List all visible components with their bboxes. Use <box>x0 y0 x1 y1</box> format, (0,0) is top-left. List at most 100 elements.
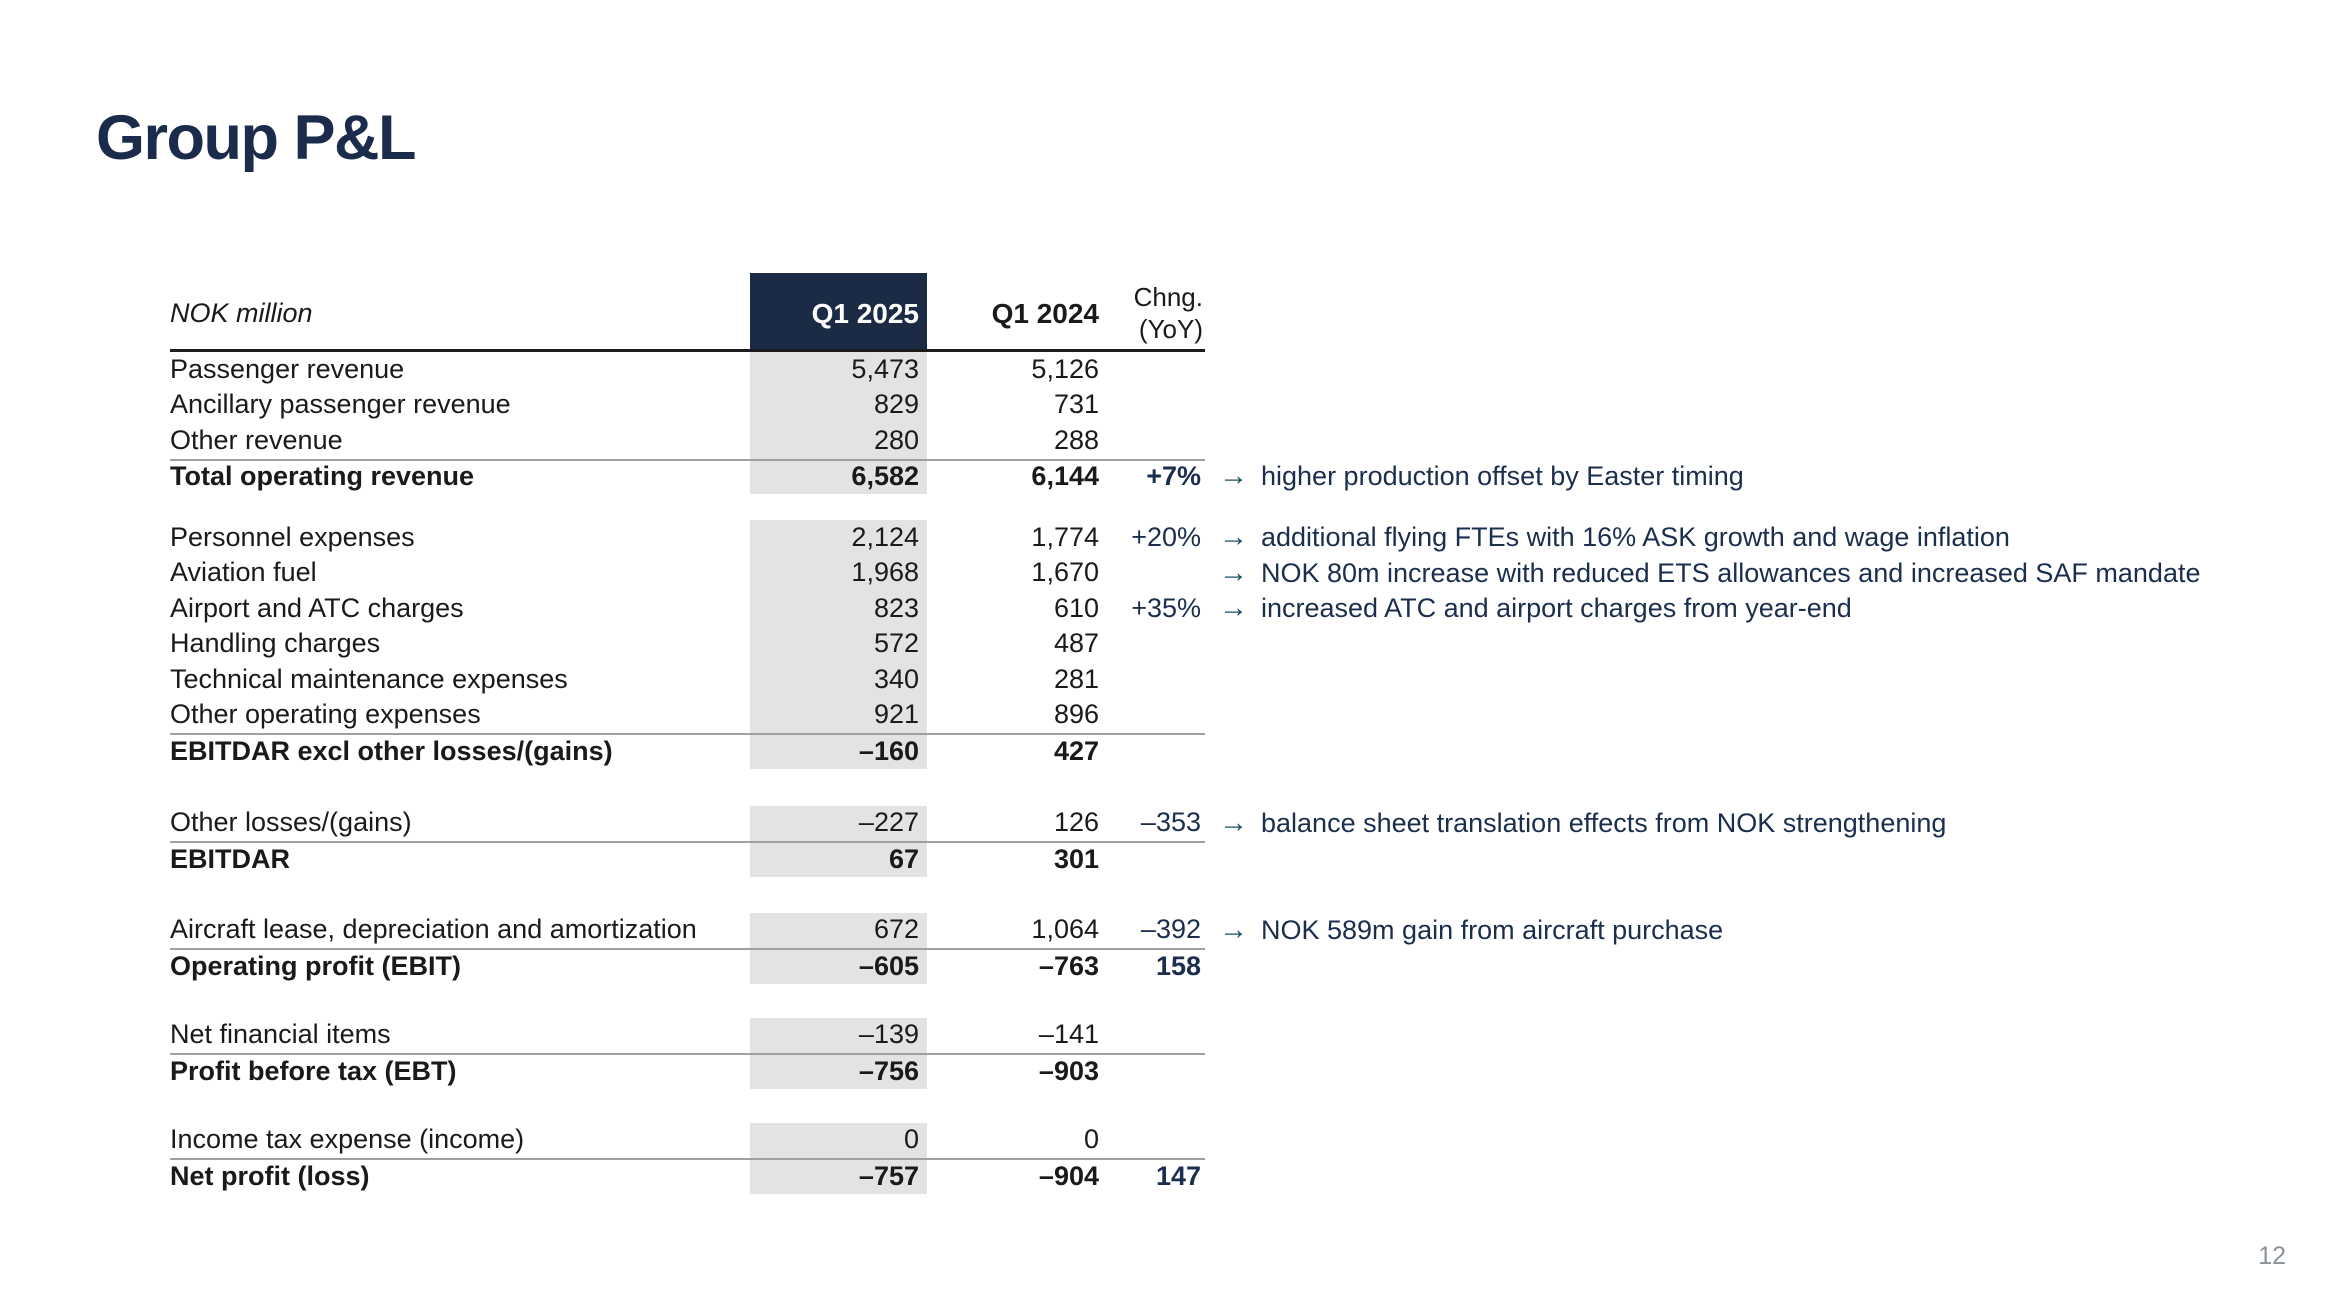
column-header-chng: Chng. (YoY) <box>1100 273 1205 349</box>
value-chng: +35% <box>1131 592 1201 623</box>
row-label: Personnel expenses <box>170 521 415 552</box>
value-q1-2024: 6,144 <box>1031 461 1099 492</box>
value-chng: +20% <box>1131 521 1201 552</box>
value-q1-2025: –756 <box>750 1055 927 1089</box>
value-chng: –392 <box>1140 914 1201 945</box>
table-row: Aviation fuel 1,968 1,670 → NOK 80m incr… <box>170 555 2200 592</box>
page-title: Group P&L <box>96 103 416 173</box>
value-chng <box>1100 627 1205 663</box>
value-q1-2025: 921 <box>750 697 927 733</box>
row-label: Aviation fuel <box>170 557 317 588</box>
value-q1-2024: 427 <box>1053 735 1099 766</box>
value-q1-2024: –141 <box>1038 1019 1099 1050</box>
value-q1-2025: –160 <box>750 735 927 769</box>
table-row: Income tax expense (income) 0 0 <box>170 1122 2200 1159</box>
value-q1-2025: 6,582 <box>750 460 927 494</box>
value-chng <box>1100 423 1205 459</box>
value-q1-2024: –763 <box>1038 950 1099 981</box>
value-q1-2024: 610 <box>1053 592 1099 623</box>
arrow-icon: → <box>1219 592 1248 625</box>
value-chng: 147 <box>1155 1160 1201 1191</box>
row-label: Ancillary passenger revenue <box>170 389 511 420</box>
value-q1-2025: 672 <box>750 912 927 948</box>
section-gap <box>170 494 2200 520</box>
value-q1-2025: 0 <box>750 1122 927 1158</box>
value-q1-2025: 5,473 <box>750 352 927 388</box>
row-label: Profit before tax (EBT) <box>170 1055 457 1086</box>
value-q1-2024: 0 <box>1083 1124 1099 1155</box>
value-q1-2024: –903 <box>1038 1055 1099 1086</box>
table-row: Personnel expenses 2,124 1,774 +20% → ad… <box>170 520 2200 556</box>
table-row: Profit before tax (EBT) –756 –903 <box>170 1053 2200 1089</box>
value-chng <box>1100 1018 1205 1054</box>
row-label: Handling charges <box>170 628 381 659</box>
table-row: Other revenue 280 288 <box>170 423 2200 459</box>
table-body: Passenger revenue 5,473 5,126 Ancillary … <box>170 352 2200 1194</box>
value-q1-2024: 1,774 <box>1031 521 1099 552</box>
value-q1-2025: 823 <box>750 591 927 627</box>
value-q1-2024: 301 <box>1053 843 1099 874</box>
annotation-text: higher production offset by Easter timin… <box>1261 460 1744 491</box>
column-header-chng-line1: Chng. <box>1133 282 1203 313</box>
value-q1-2024: 5,126 <box>1031 353 1099 384</box>
table-row: Passenger revenue 5,473 5,126 <box>170 352 2200 388</box>
table-row: Total operating revenue 6,582 6,144 +7% … <box>170 458 2200 494</box>
value-chng <box>1100 352 1205 388</box>
value-q1-2025: 67 <box>750 843 927 877</box>
value-q1-2024: 281 <box>1053 663 1099 694</box>
row-label: Aircraft lease, depreciation and amortiz… <box>170 914 697 945</box>
row-label: Total operating revenue <box>170 461 475 492</box>
page-number: 12 <box>2258 1242 2286 1270</box>
value-chng <box>1100 1123 1205 1159</box>
row-label: Other operating expenses <box>170 699 481 730</box>
value-q1-2024: 487 <box>1053 628 1099 659</box>
value-chng <box>1100 556 1205 592</box>
unit-label: NOK million <box>170 298 313 329</box>
annotation-text: balance sheet translation effects from N… <box>1261 807 1947 838</box>
table-row: Other losses/(gains) –227 126 –353 → bal… <box>170 805 2200 841</box>
header-note-spacer <box>1205 273 1219 352</box>
row-label: Other losses/(gains) <box>170 807 412 838</box>
row-label: Income tax expense (income) <box>170 1124 525 1155</box>
value-chng: +7% <box>1146 461 1201 492</box>
row-label: Net profit (loss) <box>170 1160 370 1191</box>
value-q1-2024: 731 <box>1053 389 1099 420</box>
arrow-icon: → <box>1219 913 1248 946</box>
table-row: Net profit (loss) –757 –904 147 <box>170 1158 2200 1194</box>
table-row: Aircraft lease, depreciation and amortiz… <box>170 912 2200 948</box>
table-row: Handling charges 572 487 <box>170 626 2200 663</box>
section-gap <box>170 1089 2200 1123</box>
arrow-icon: → <box>1219 521 1248 554</box>
table-row: Ancillary passenger revenue 829 731 <box>170 387 2200 423</box>
table-row: Airport and ATC charges 823 610 +35% → i… <box>170 591 2200 627</box>
value-q1-2024: 126 <box>1053 807 1099 838</box>
row-label: EBITDAR excl other losses/(gains) <box>170 735 613 766</box>
column-header-q1-2025: Q1 2025 <box>750 273 927 349</box>
section-gap <box>170 769 2200 806</box>
section-gap <box>170 877 2200 913</box>
value-q1-2025: –757 <box>750 1160 927 1194</box>
table-row: EBITDAR 67 301 <box>170 841 2200 877</box>
table-row: EBITDAR excl other losses/(gains) –160 4… <box>170 733 2200 769</box>
value-chng <box>1100 843 1205 877</box>
annotation-text: increased ATC and airport charges from y… <box>1261 593 1852 624</box>
value-q1-2024: 896 <box>1053 699 1099 730</box>
column-header-chng-line2: (YoY) <box>1138 314 1203 344</box>
value-q1-2024: 288 <box>1053 424 1099 455</box>
column-header-q1-2024: Q1 2024 <box>991 297 1099 329</box>
value-q1-2024: –904 <box>1038 1160 1099 1191</box>
value-chng <box>1100 1055 1205 1089</box>
value-chng: –353 <box>1140 807 1201 838</box>
value-q1-2025: –605 <box>750 950 927 984</box>
value-q1-2025: –227 <box>750 805 927 841</box>
row-label: Net financial items <box>170 1019 391 1050</box>
value-chng: 158 <box>1155 950 1201 981</box>
pnl-table: NOK million Q1 2025 Q1 2024 Chng. (YoY) … <box>170 273 2200 1194</box>
value-q1-2024: 1,670 <box>1031 557 1099 588</box>
arrow-icon: → <box>1219 556 1248 589</box>
row-label: Passenger revenue <box>170 353 405 384</box>
section-gap <box>170 984 2200 1018</box>
annotation-text: NOK 589m gain from aircraft purchase <box>1261 914 1724 945</box>
value-chng <box>1100 698 1205 734</box>
